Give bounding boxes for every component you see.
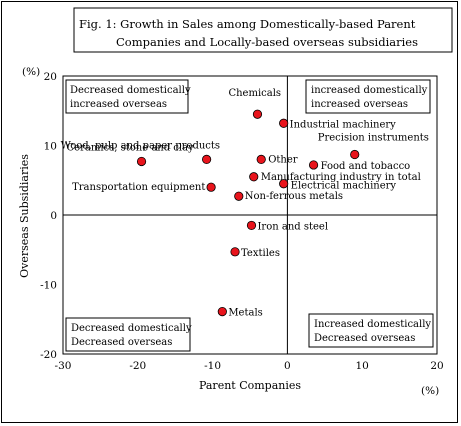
data-point <box>256 154 266 164</box>
data-point <box>202 154 212 164</box>
x-tick-label: -10 <box>204 360 221 372</box>
point-label-industrial-machinery: Industrial machinery <box>290 119 397 130</box>
x-unit-label: (%) <box>421 385 439 397</box>
quadrant-label-top-right-1: increased domestically <box>311 85 428 96</box>
x-tick-label: 10 <box>356 360 369 372</box>
quadrant-label-bottom-left-2: Decreased overseas <box>71 337 172 348</box>
point-label-textiles: Textiles <box>241 248 280 259</box>
data-point <box>230 247 240 257</box>
point-label-ceramics-stone-clay: Ceramics, stone and clay <box>67 142 195 153</box>
point-label-precision-instruments: Precision instruments <box>318 133 429 144</box>
y-tick-label: 20 <box>44 71 57 83</box>
x-tick-label: -30 <box>55 360 72 372</box>
data-point <box>136 156 147 167</box>
quadrant-box-top-right <box>305 79 431 114</box>
y-tick-label: -20 <box>40 349 57 361</box>
data-point <box>234 191 244 201</box>
quadrant-label-top-right-2: increased overseas <box>311 99 408 110</box>
data-point <box>246 220 257 231</box>
y-unit-label: (%) <box>22 66 40 78</box>
data-point <box>206 182 216 192</box>
quadrant-label-bottom-left-1: Decreased domestically <box>71 323 192 334</box>
point-label-non-ferrous-metals: Non-ferrous metals <box>245 191 343 202</box>
data-point <box>350 149 360 160</box>
points-layer <box>136 109 360 317</box>
point-label-manufacturing-total: Manufacturing industry in total <box>261 172 421 183</box>
point-label-metals: Metals <box>228 308 262 319</box>
data-point <box>217 307 227 317</box>
data-point <box>308 160 319 170</box>
quadrant-label-top-left-1: Decreased domestically <box>70 85 191 96</box>
point-label-wood-pulp-paper: Wood, pulp and paper products <box>61 140 220 151</box>
chart-title-line2: Companies and Locally-based overseas sub… <box>116 35 418 49</box>
quadrant-label-top-left-2: increased overseas <box>70 99 167 110</box>
x-tick-label: 0 <box>284 360 291 372</box>
point-label-food-and-tobacco: Food and tobacco <box>321 161 411 172</box>
point-label-iron-and-steel: Iron and steel <box>257 221 328 232</box>
chart-title-line1: Fig. 1: Growth in Sales among Domestical… <box>79 17 416 31</box>
y-tick-label: 0 <box>50 210 57 222</box>
y-tick-label: -10 <box>40 280 57 292</box>
point-label-transportation-equipment: Transportation equipment <box>72 182 205 193</box>
quadrant-box-bottom-right <box>308 313 434 348</box>
quadrant-box-top-left <box>65 79 189 114</box>
x-tick-label: 20 <box>430 360 443 372</box>
quadrant-label-bottom-right-2: Decreased overseas <box>314 333 415 344</box>
data-point <box>249 172 259 182</box>
title-box <box>73 7 453 53</box>
quadrant-label-bottom-right-1: Increased domestically <box>314 319 431 330</box>
point-label-other: Other <box>268 154 298 165</box>
data-point <box>279 118 289 128</box>
y-tick-label: 10 <box>44 141 57 153</box>
x-axis-title: Parent Companies <box>199 379 301 392</box>
quadrant-box-bottom-left <box>65 317 191 352</box>
data-point <box>252 109 263 119</box>
x-tick-label: -20 <box>129 360 146 372</box>
y-axis-title: Overseas Subsidiaries <box>18 154 31 278</box>
point-label-chemicals: Chemicals <box>228 88 281 99</box>
data-point <box>279 179 289 189</box>
point-label-electrical-machinery: Electrical machinery <box>291 181 397 192</box>
